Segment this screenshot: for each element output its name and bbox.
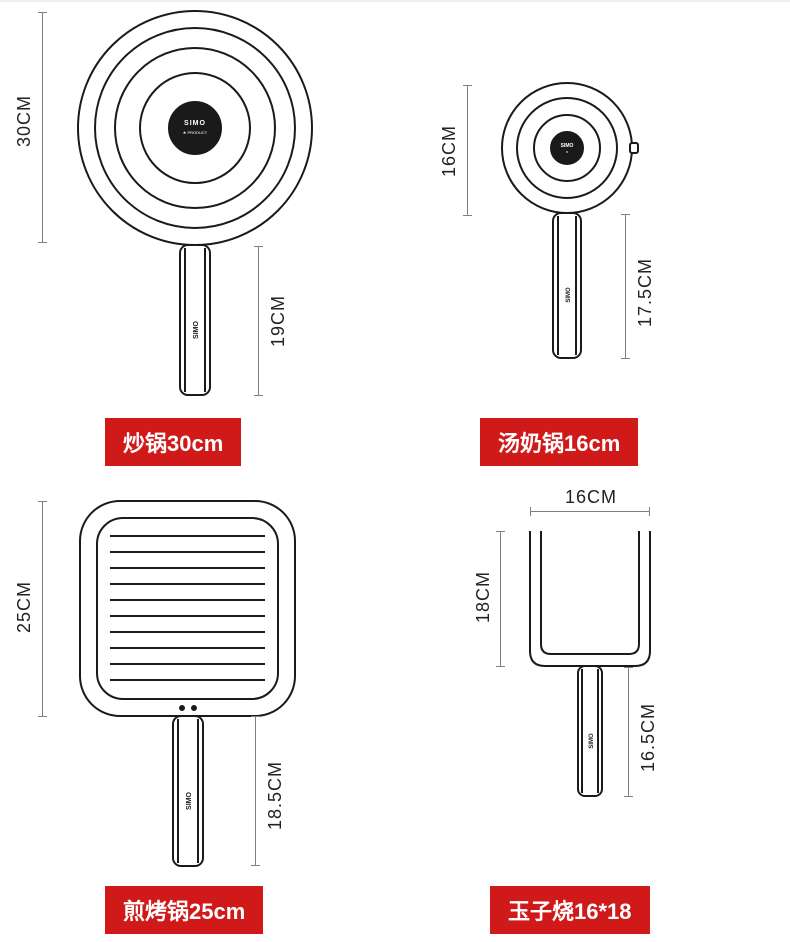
svg-text:SIMO: SIMO (193, 321, 200, 339)
svg-text:★ PRODUCT: ★ PRODUCT (183, 130, 208, 135)
svg-text:★: ★ (566, 150, 569, 154)
product-milkpot: 16CM SIMO ★ SIMO 17.5CM 汤奶锅16c (395, 0, 790, 471)
tamagoyaki-illustration: SIMO (525, 526, 685, 866)
tamagoyaki-height-dim: 18CM (473, 571, 494, 623)
tamagoyaki-handle-dim: 16.5CM (638, 703, 659, 772)
product-wok: 30CM SIMO ★ PRODUCT SIMO 19CM (0, 0, 395, 471)
product-grillpan: 25CM (0, 471, 395, 942)
wok-label: 炒锅30cm (105, 418, 241, 466)
tamagoyaki-width-dim: 16CM (565, 487, 617, 508)
tamagoyaki-label: 玉子烧16*18 (490, 886, 650, 934)
svg-text:SIMO: SIMO (566, 287, 572, 303)
milkpot-diameter-dim: 16CM (439, 125, 460, 177)
milkpot-label: 汤奶锅16cm (480, 418, 638, 466)
grillpan-illustration: SIMO (75, 496, 325, 906)
wok-diameter-dim: 30CM (14, 95, 35, 147)
grillpan-side-dim: 25CM (14, 581, 35, 633)
wok-handle-dim: 19CM (268, 295, 289, 347)
milkpot-handle-dim: 17.5CM (635, 258, 656, 327)
product-tamagoyaki: 16CM 18CM SIMO 16.5CM 玉子烧16*18 (395, 471, 790, 942)
svg-text:SIMO: SIMO (561, 143, 574, 149)
svg-text:SIMO: SIMO (186, 792, 193, 810)
milkpot-illustration: SIMO ★ SIMO (495, 80, 675, 420)
grillpan-handle-dim: 18.5CM (265, 761, 286, 830)
svg-text:SIMO: SIMO (184, 120, 206, 127)
svg-text:SIMO: SIMO (589, 733, 595, 749)
wok-illustration: SIMO ★ PRODUCT SIMO (75, 10, 335, 410)
grillpan-label: 煎烤锅25cm (105, 886, 263, 934)
